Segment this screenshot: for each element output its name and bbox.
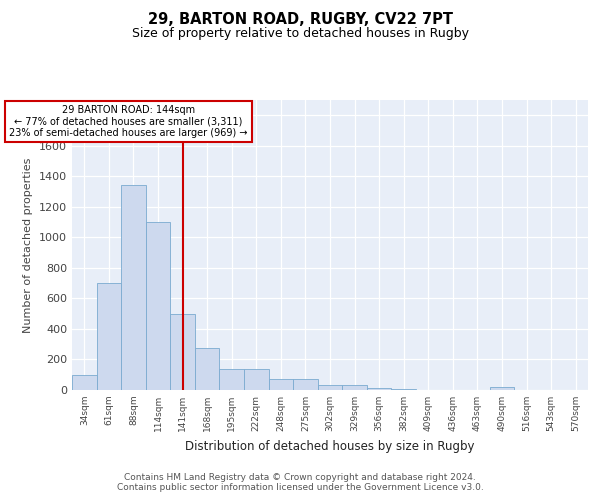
Bar [195,348,220,390]
Text: 29, BARTON ROAD, RUGBY, CV22 7PT: 29, BARTON ROAD, RUGBY, CV22 7PT [148,12,452,28]
Y-axis label: Number of detached properties: Number of detached properties [23,158,34,332]
Bar [342,386,367,390]
Bar [318,386,342,390]
Text: 29 BARTON ROAD: 144sqm
← 77% of detached houses are smaller (3,311)
23% of semi-: 29 BARTON ROAD: 144sqm ← 77% of detached… [9,104,248,138]
Bar [293,378,318,390]
X-axis label: Distribution of detached houses by size in Rugby: Distribution of detached houses by size … [185,440,475,452]
Bar [121,186,146,390]
Bar [490,387,514,390]
Bar [146,222,170,390]
Bar [170,314,195,390]
Bar [72,374,97,390]
Bar [391,389,416,390]
Text: Contains HM Land Registry data © Crown copyright and database right 2024.
Contai: Contains HM Land Registry data © Crown c… [116,473,484,492]
Bar [367,388,391,390]
Bar [220,368,244,390]
Bar [269,378,293,390]
Text: Size of property relative to detached houses in Rugby: Size of property relative to detached ho… [131,28,469,40]
Bar [244,368,269,390]
Bar [97,283,121,390]
